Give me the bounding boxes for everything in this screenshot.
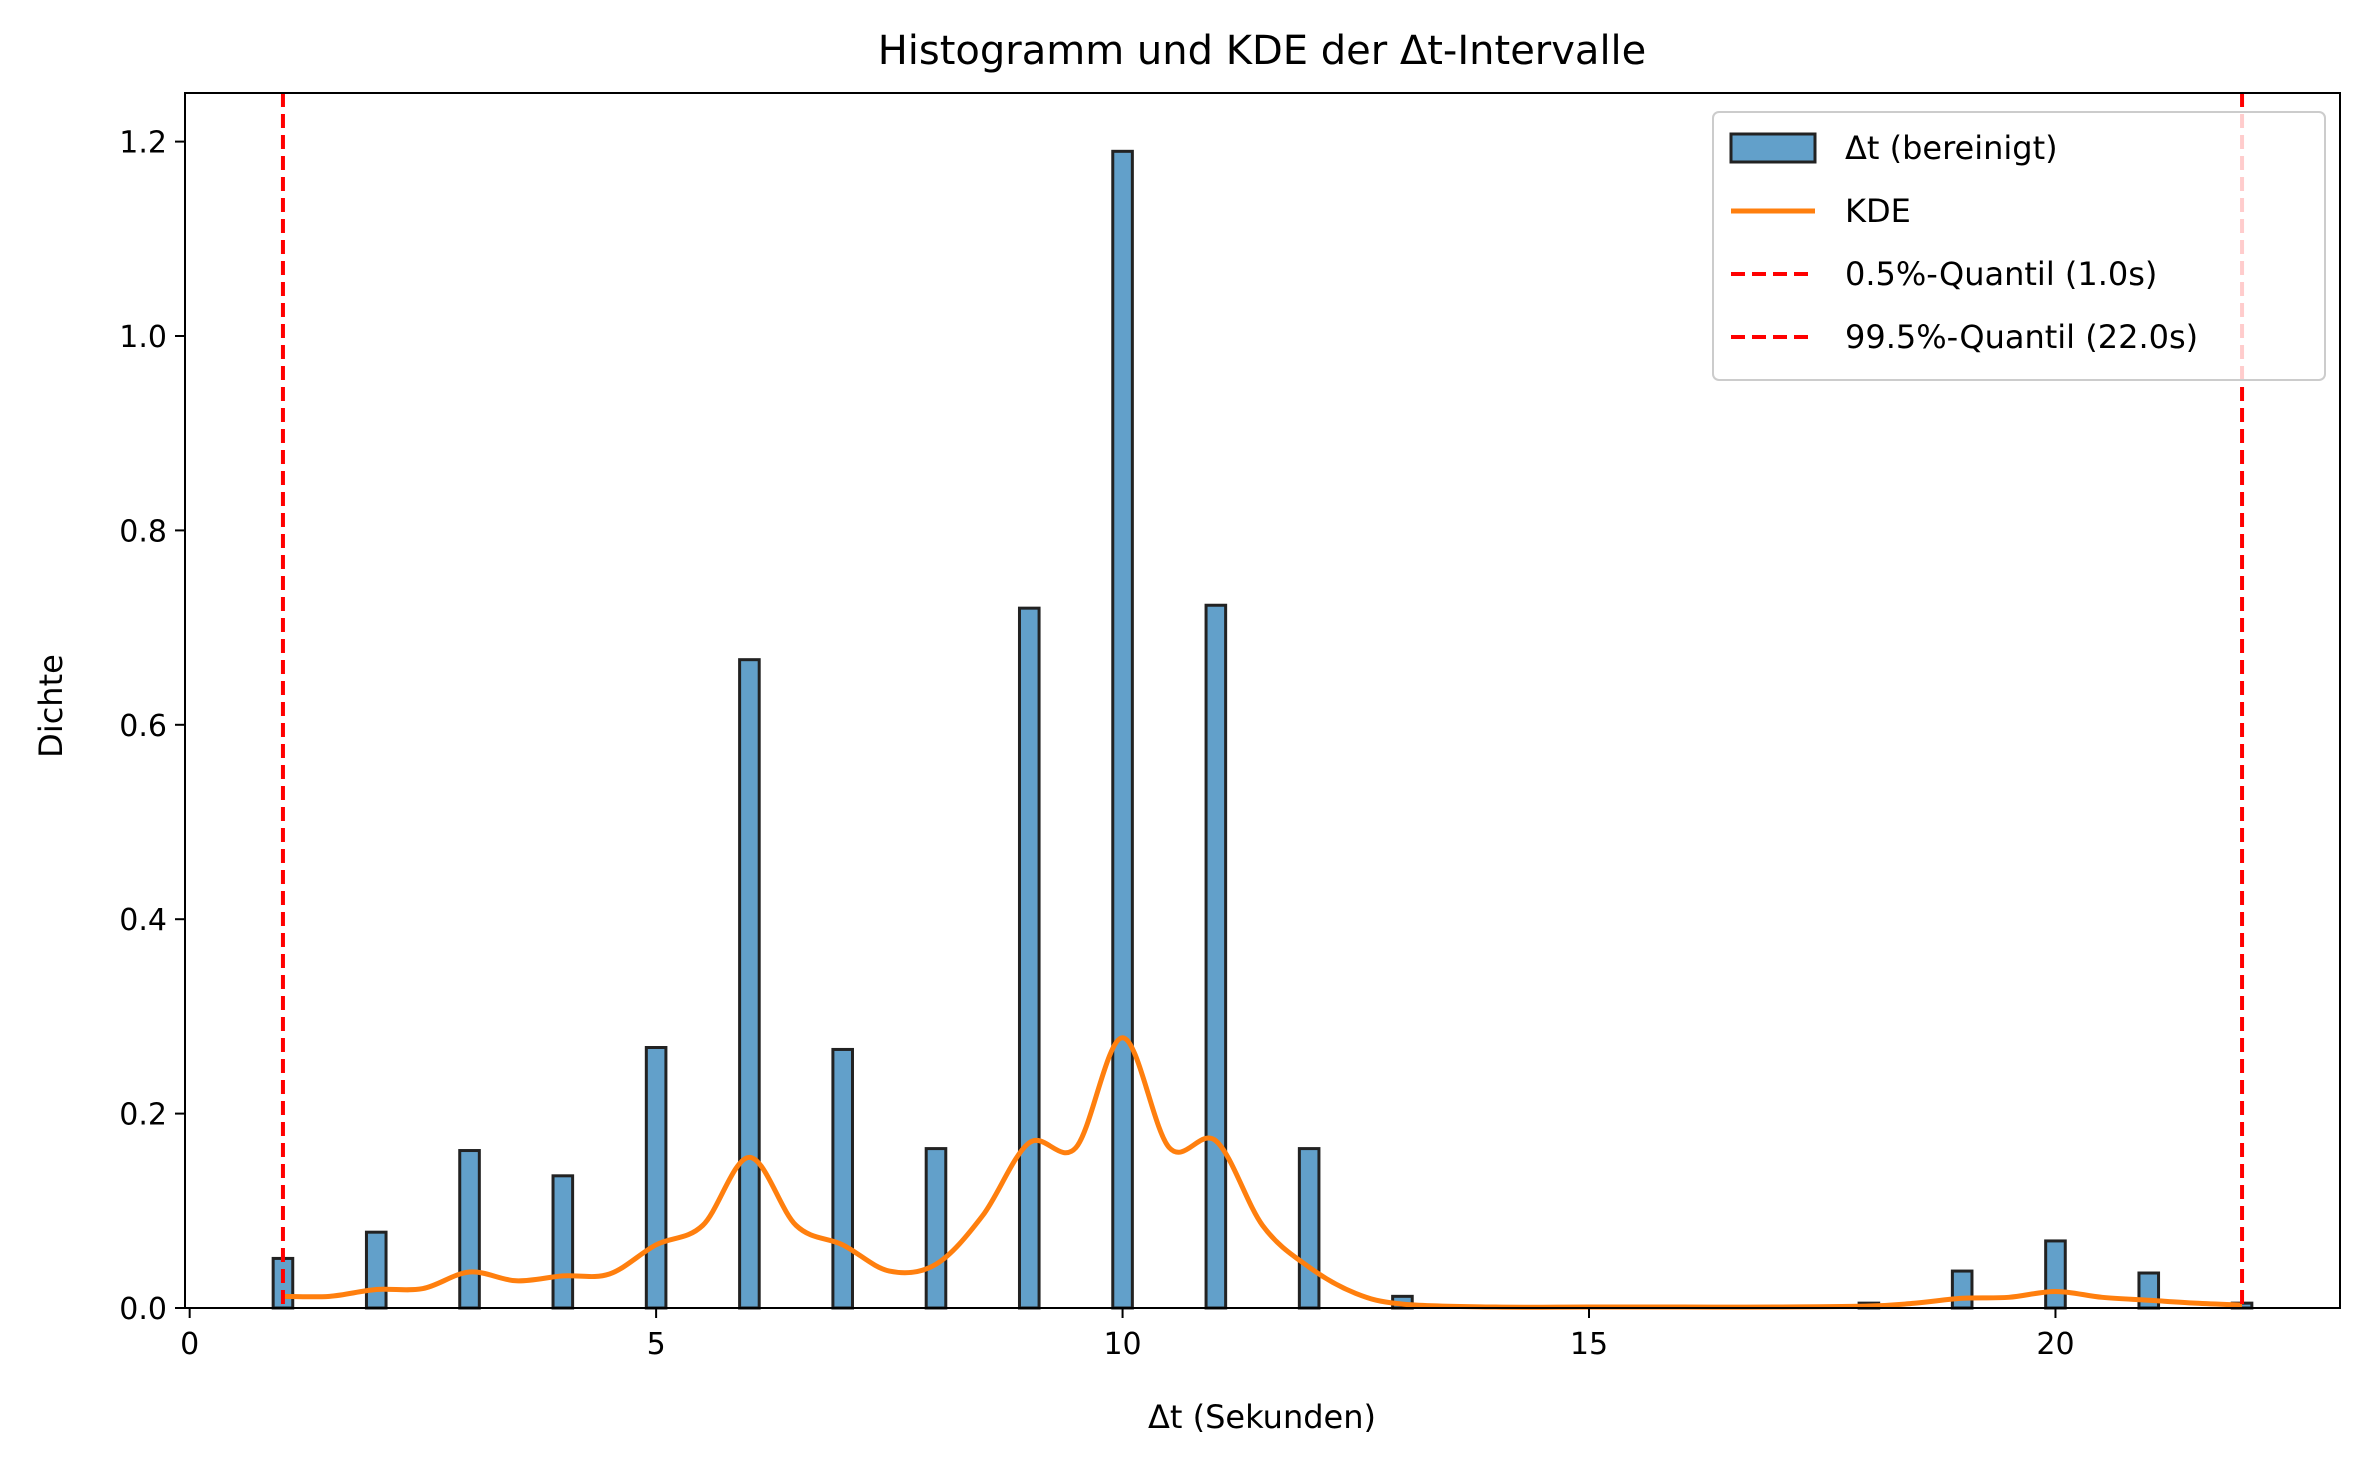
- histogram-bar: [1204, 603, 1228, 1310]
- x-axis-label: Δt (Sekunden): [1148, 1398, 1376, 1436]
- histogram-bar: [644, 1046, 668, 1310]
- legend-label: 0.5%-Quantil (1.0s): [1845, 255, 2157, 293]
- legend-label: KDE: [1845, 192, 1911, 230]
- y-axis-label: Dichte: [32, 654, 70, 758]
- plot-area: 0 5 10 15 20 0.0 0.2 0.4 0.6 0.8 1.0 1.2 Δt (bereini…: [119, 92, 2341, 1362]
- histogram-bar: [1950, 1269, 1974, 1310]
- legend-label: 99.5%-Quantil (22.0s): [1845, 318, 2198, 356]
- x-tick-label: 5: [647, 1327, 666, 1362]
- histogram-bar: [2044, 1239, 2067, 1310]
- histogram-bar: [924, 1147, 948, 1310]
- histogram-bar: [831, 1047, 854, 1310]
- axes-frame: [184, 92, 2341, 1309]
- histogram-bar: [458, 1149, 481, 1310]
- y-tick-label: 0.4: [119, 903, 167, 938]
- legend-box: [1712, 111, 2326, 381]
- chart-title: Histogramm und KDE der Δt-Intervalle: [878, 28, 1647, 74]
- histogram-bar: [1297, 1147, 1321, 1310]
- legend: Δt (bereinigt) KDE 0.5%-Quantil (1.0s) 99.5…: [1712, 111, 2326, 381]
- y-tick-label: 0.8: [119, 514, 167, 549]
- legend-label: Δt (bereinigt): [1845, 129, 2058, 167]
- legend-swatch-histogram: [1729, 132, 1817, 164]
- histogram-bar: [551, 1174, 575, 1310]
- x-tick-label: 0: [180, 1327, 199, 1362]
- y-tick-label: 0.0: [119, 1292, 167, 1327]
- histogram-bar: [738, 658, 761, 1310]
- x-tick-label: 10: [1103, 1327, 1141, 1362]
- y-tick-label: 1.0: [119, 320, 167, 355]
- kde-line: [282, 1035, 2243, 1310]
- y-tick-label: 0.6: [119, 709, 167, 744]
- y-tick-label: 1.2: [119, 126, 167, 161]
- x-tick-label: 15: [1570, 1327, 1608, 1362]
- histogram-bar: [1111, 149, 1134, 1310]
- histogram-bar: [364, 1230, 388, 1310]
- x-tick-label: 20: [2036, 1327, 2074, 1362]
- y-tick-label: 0.2: [119, 1098, 167, 1133]
- histogram-bar: [1017, 606, 1041, 1310]
